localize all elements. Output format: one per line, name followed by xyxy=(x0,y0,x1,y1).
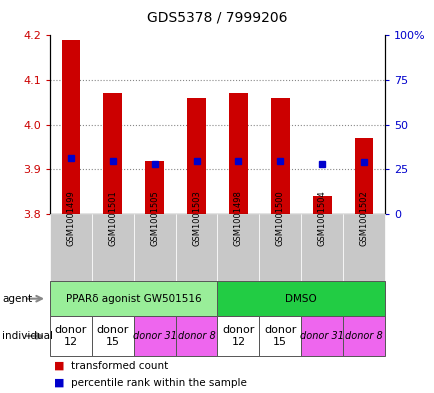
Text: GSM1001503: GSM1001503 xyxy=(192,190,201,246)
Text: donor
15: donor 15 xyxy=(263,325,296,347)
Text: donor 31: donor 31 xyxy=(132,331,176,341)
Text: GSM1001505: GSM1001505 xyxy=(150,191,159,246)
Text: donor
12: donor 12 xyxy=(55,325,87,347)
Text: GDS5378 / 7999206: GDS5378 / 7999206 xyxy=(147,11,287,25)
Text: donor 31: donor 31 xyxy=(299,331,343,341)
Bar xyxy=(187,98,206,214)
Text: percentile rank within the sample: percentile rank within the sample xyxy=(71,378,246,387)
Text: GSM1001504: GSM1001504 xyxy=(317,191,326,246)
Text: transformed count: transformed count xyxy=(71,361,168,371)
Text: GSM1001500: GSM1001500 xyxy=(275,191,284,246)
Text: donor 8: donor 8 xyxy=(177,331,215,341)
Text: DMSO: DMSO xyxy=(285,294,316,304)
Text: ■: ■ xyxy=(54,378,65,387)
Text: individual: individual xyxy=(2,331,53,341)
Text: GSM1001501: GSM1001501 xyxy=(108,191,117,246)
Text: GSM1001499: GSM1001499 xyxy=(66,191,75,246)
Bar xyxy=(312,196,331,214)
Text: ■: ■ xyxy=(54,361,65,371)
Bar xyxy=(61,40,80,214)
Text: agent: agent xyxy=(2,294,32,304)
Text: GSM1001498: GSM1001498 xyxy=(233,190,242,246)
Bar xyxy=(103,94,122,214)
Text: GSM1001502: GSM1001502 xyxy=(359,191,368,246)
Text: PPARδ agonist GW501516: PPARδ agonist GW501516 xyxy=(66,294,201,304)
Bar xyxy=(270,98,289,214)
Bar xyxy=(145,160,164,214)
Text: donor
15: donor 15 xyxy=(96,325,129,347)
Bar xyxy=(354,138,373,214)
Bar xyxy=(228,94,247,214)
Text: donor
12: donor 12 xyxy=(222,325,254,347)
Text: donor 8: donor 8 xyxy=(344,331,382,341)
